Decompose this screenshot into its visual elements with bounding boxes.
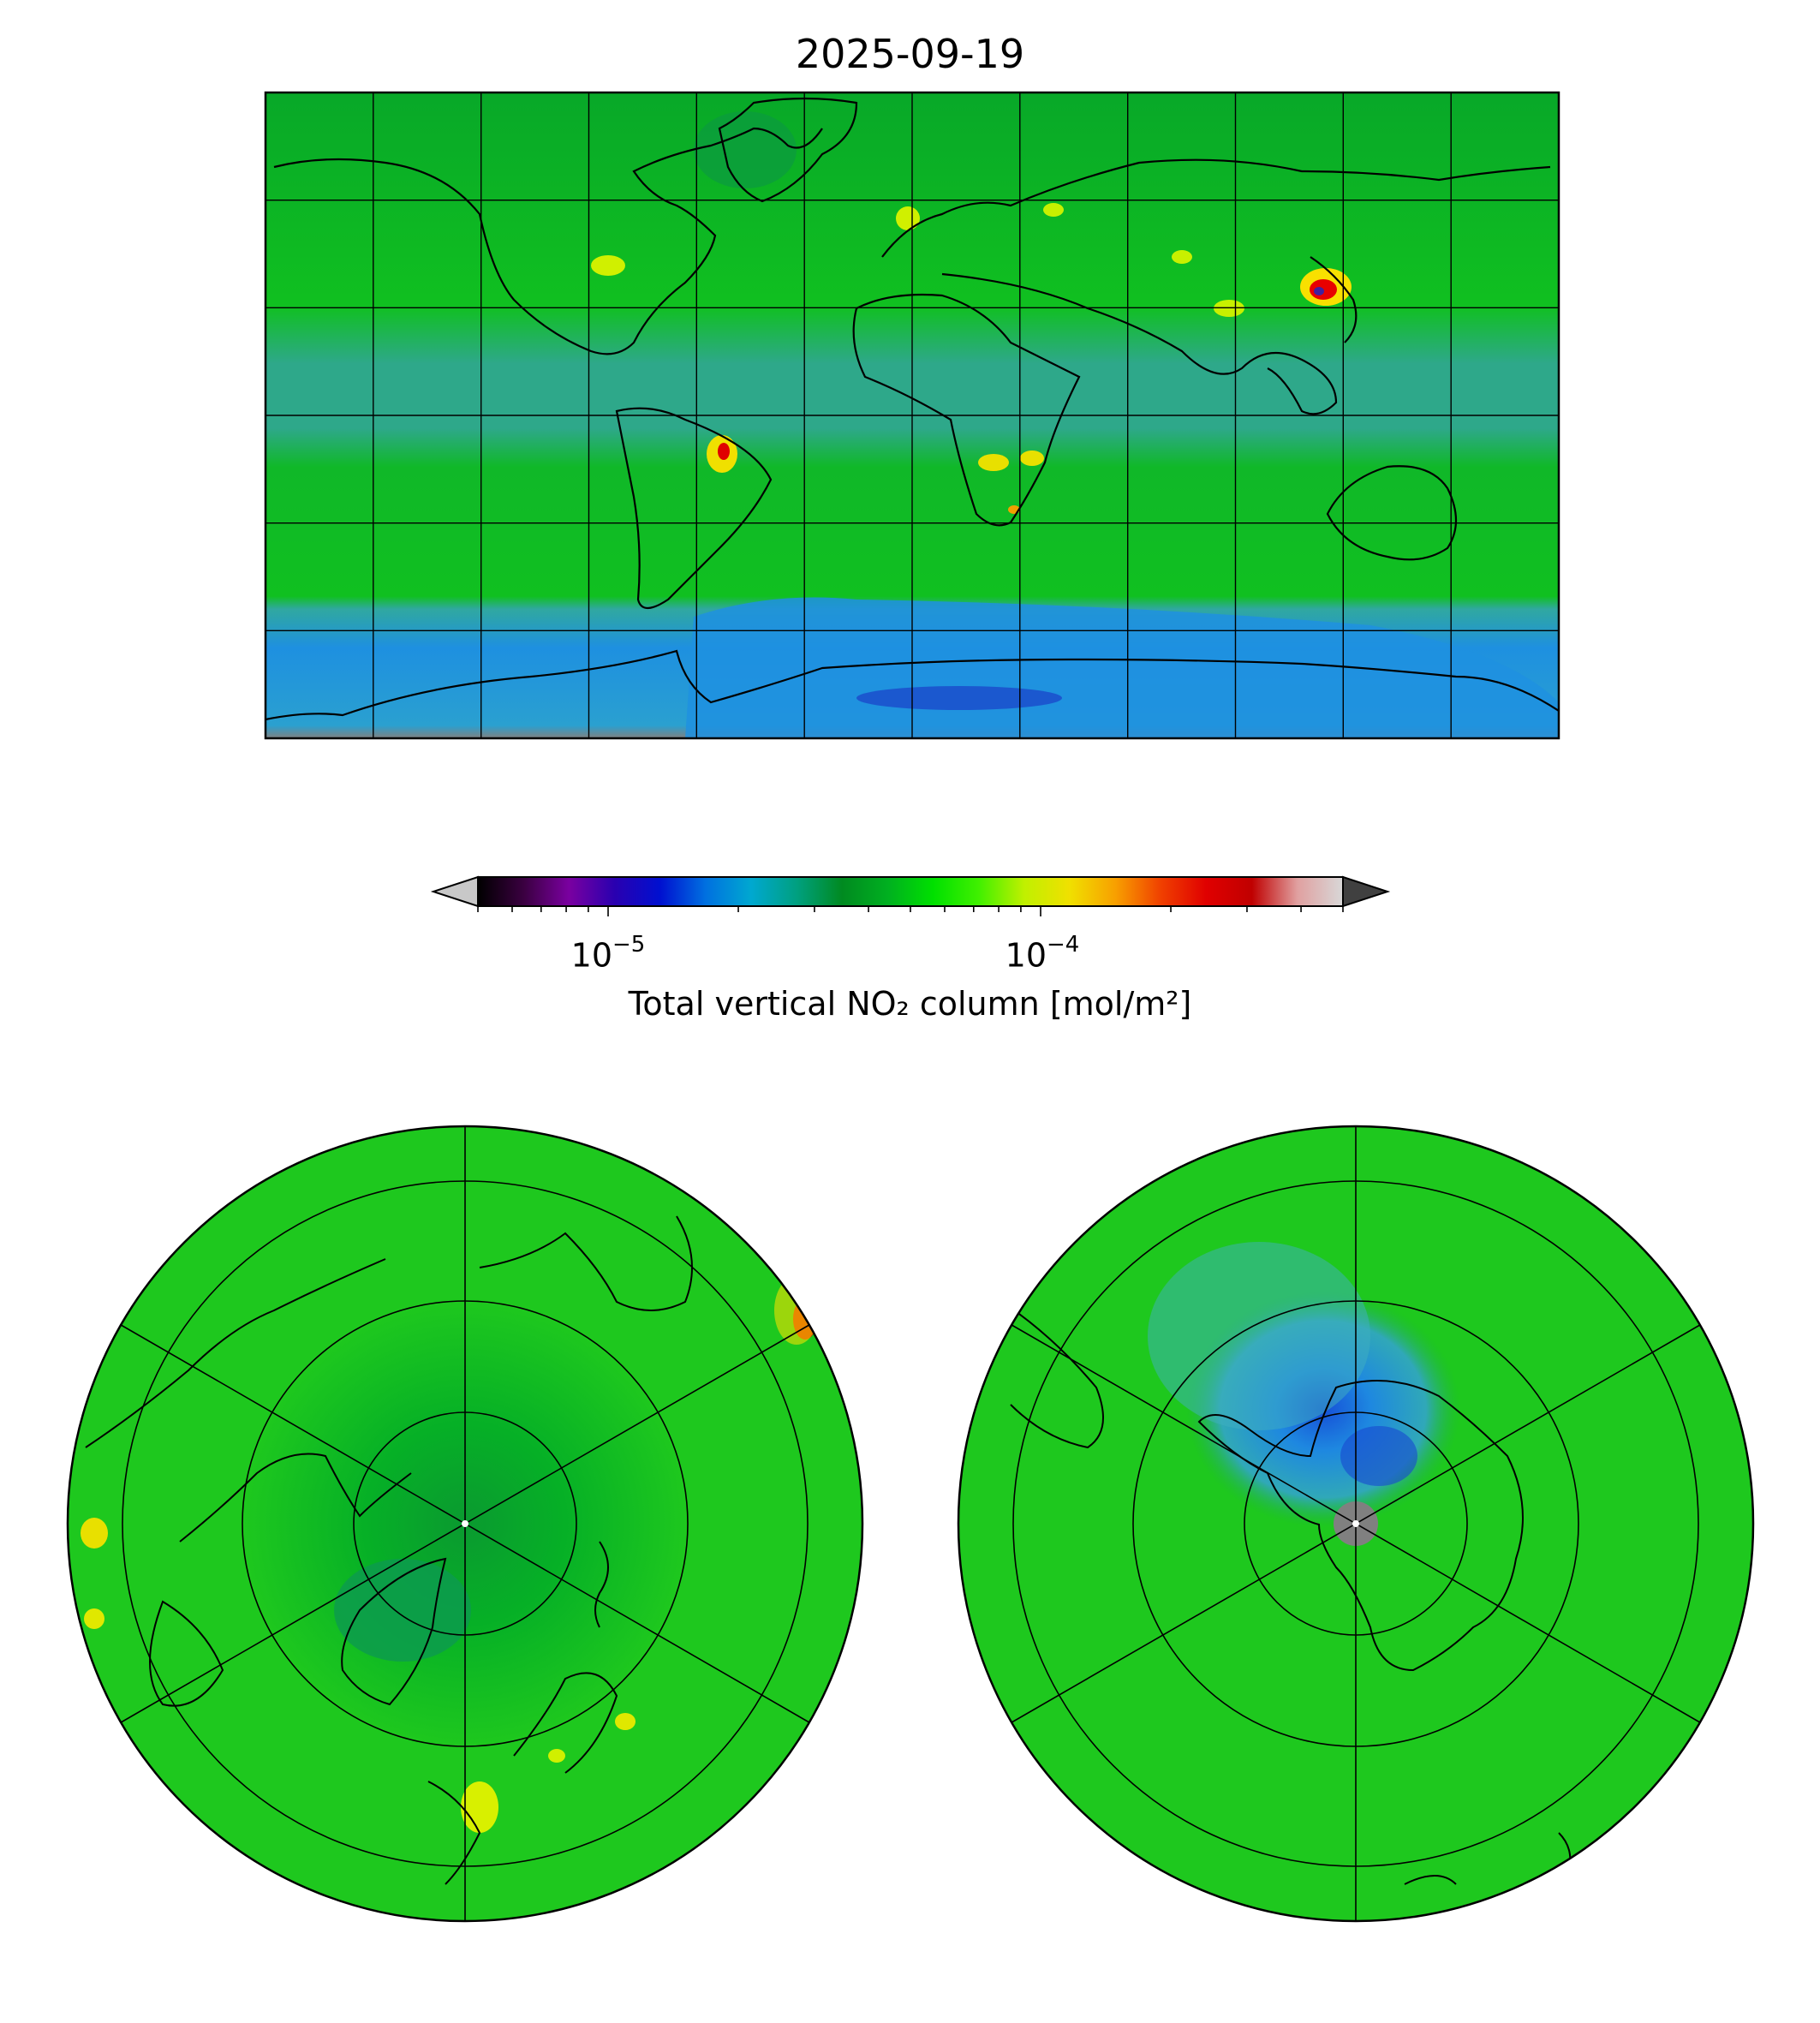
south-polar-map	[957, 1125, 1755, 1923]
colorbar-over-extension	[1342, 875, 1391, 908]
world-map-graticule	[266, 92, 1559, 738]
colorbar-under-extension	[430, 875, 479, 908]
north-polar-map	[66, 1125, 864, 1923]
colorbar-ticks	[477, 906, 1344, 916]
colorbar-tick-label-1e-5: 10−5	[570, 932, 646, 975]
north-pole-marker	[462, 1520, 468, 1527]
colorbar	[430, 875, 1391, 916]
colorbar-body	[478, 877, 1343, 906]
world-map-features	[266, 97, 1559, 738]
north-polar-frame	[66, 1125, 864, 1923]
colorbar-label: Total vertical NO₂ column [mol/m²]	[628, 985, 1192, 1023]
world-map-frame	[264, 91, 1560, 740]
world-map	[264, 91, 1560, 740]
south-pole-marker	[1352, 1520, 1359, 1527]
figure-title: 2025-09-19	[795, 31, 1025, 77]
south-polar-features	[1001, 1242, 1572, 1885]
south-polar-frame	[957, 1125, 1755, 1923]
colorbar-tick-label-1e-4: 10−4	[1005, 932, 1080, 975]
